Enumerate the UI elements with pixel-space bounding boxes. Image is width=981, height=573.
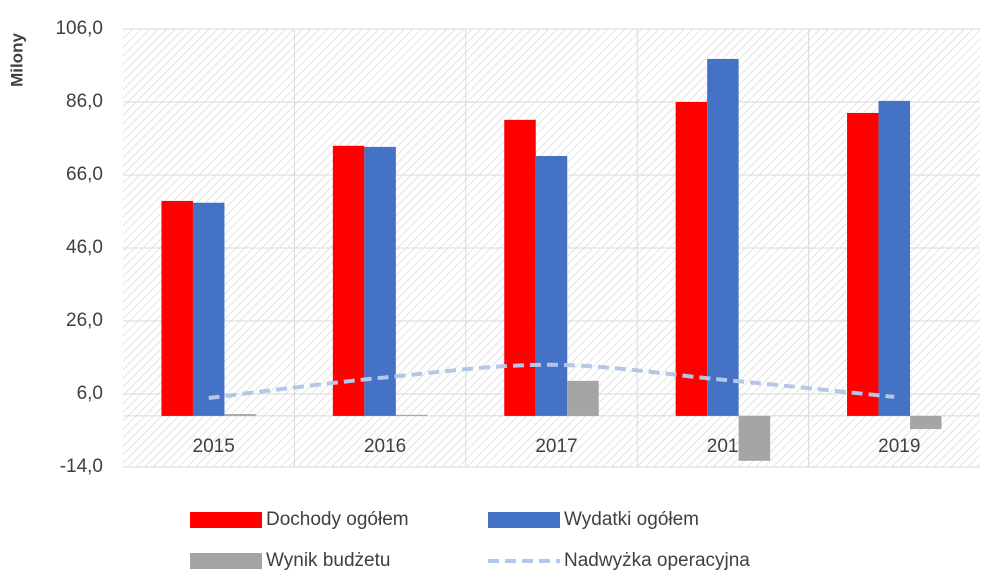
bar (847, 112, 879, 416)
bar (161, 200, 193, 416)
bar (332, 145, 365, 416)
bar (707, 58, 739, 416)
legend-label: Wydatki ogółem (564, 509, 699, 530)
bar (910, 415, 942, 430)
y-tick-label: 106,0 (55, 18, 103, 39)
x-tick-label: 2019 (878, 436, 920, 457)
legend-label: Nadwyżka operacyjna (564, 550, 750, 571)
y-tick-label: 66,0 (66, 164, 103, 185)
bar (675, 102, 708, 416)
y-tick-label: 26,0 (66, 310, 103, 331)
x-tick-label: 2017 (535, 436, 577, 457)
x-tick-label: 2016 (364, 436, 406, 457)
legend-swatch (190, 512, 262, 528)
bar (567, 380, 599, 416)
bar (364, 146, 396, 416)
bar (504, 119, 536, 416)
y-tick-label: 6,0 (77, 383, 103, 404)
line-series (208, 362, 895, 401)
bar (224, 414, 256, 416)
y-tick-label: -14,0 (60, 456, 103, 477)
bar (535, 156, 568, 416)
legend-label: Wynik budżetu (266, 550, 390, 571)
x-tick-label: 2015 (193, 436, 235, 457)
bar (395, 414, 428, 416)
legend-swatch (190, 553, 262, 569)
bar (878, 100, 911, 416)
y-axis-title: Milony (7, 33, 26, 87)
bar (192, 202, 225, 416)
y-tick-label: 46,0 (66, 237, 103, 258)
x-tick-label: 2018 (707, 436, 749, 457)
y-tick-label: 86,0 (66, 91, 103, 112)
legend-label: Dochody ogółem (266, 509, 409, 530)
legend-swatch (488, 512, 560, 528)
bar (738, 415, 771, 461)
